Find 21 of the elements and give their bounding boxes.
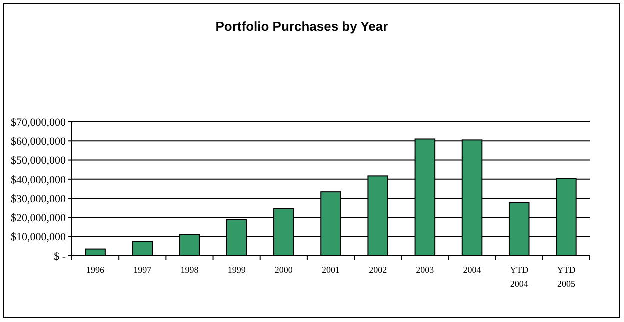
x-tick-label: YTD 2004 — [510, 265, 530, 289]
x-tick-label: 2002 — [369, 265, 388, 275]
x-tick-label: 2000 — [274, 265, 294, 275]
y-tick-label: $70,000,000 — [11, 116, 66, 129]
x-tick-label: 1999 — [228, 265, 246, 275]
bar — [132, 241, 154, 256]
x-tick-label: YTD 2005 — [557, 265, 576, 289]
y-tick-label: $40,000,000 — [11, 174, 66, 186]
y-tick-label: $10,000,000 — [11, 232, 66, 244]
x-tick-label: 1998 — [180, 265, 200, 275]
y-tick-label: $60,000,000 — [11, 136, 66, 148]
x-tick-label: 2003 — [416, 265, 435, 275]
x-tick-label: 1997 — [134, 265, 152, 275]
chart-title: Portfolio Purchases by Year — [216, 19, 388, 34]
y-tick-label: $50,000,000 — [11, 155, 66, 168]
x-tick-label: 2001 — [322, 265, 340, 275]
y-tick-label: $20,000,000 — [11, 212, 66, 225]
x-tick-label: 2004 — [463, 265, 482, 275]
x-tick-label: 1996 — [86, 265, 106, 275]
y-tick-label: $30,000,000 — [11, 193, 66, 206]
y-tick-label: $ - — [54, 250, 66, 263]
